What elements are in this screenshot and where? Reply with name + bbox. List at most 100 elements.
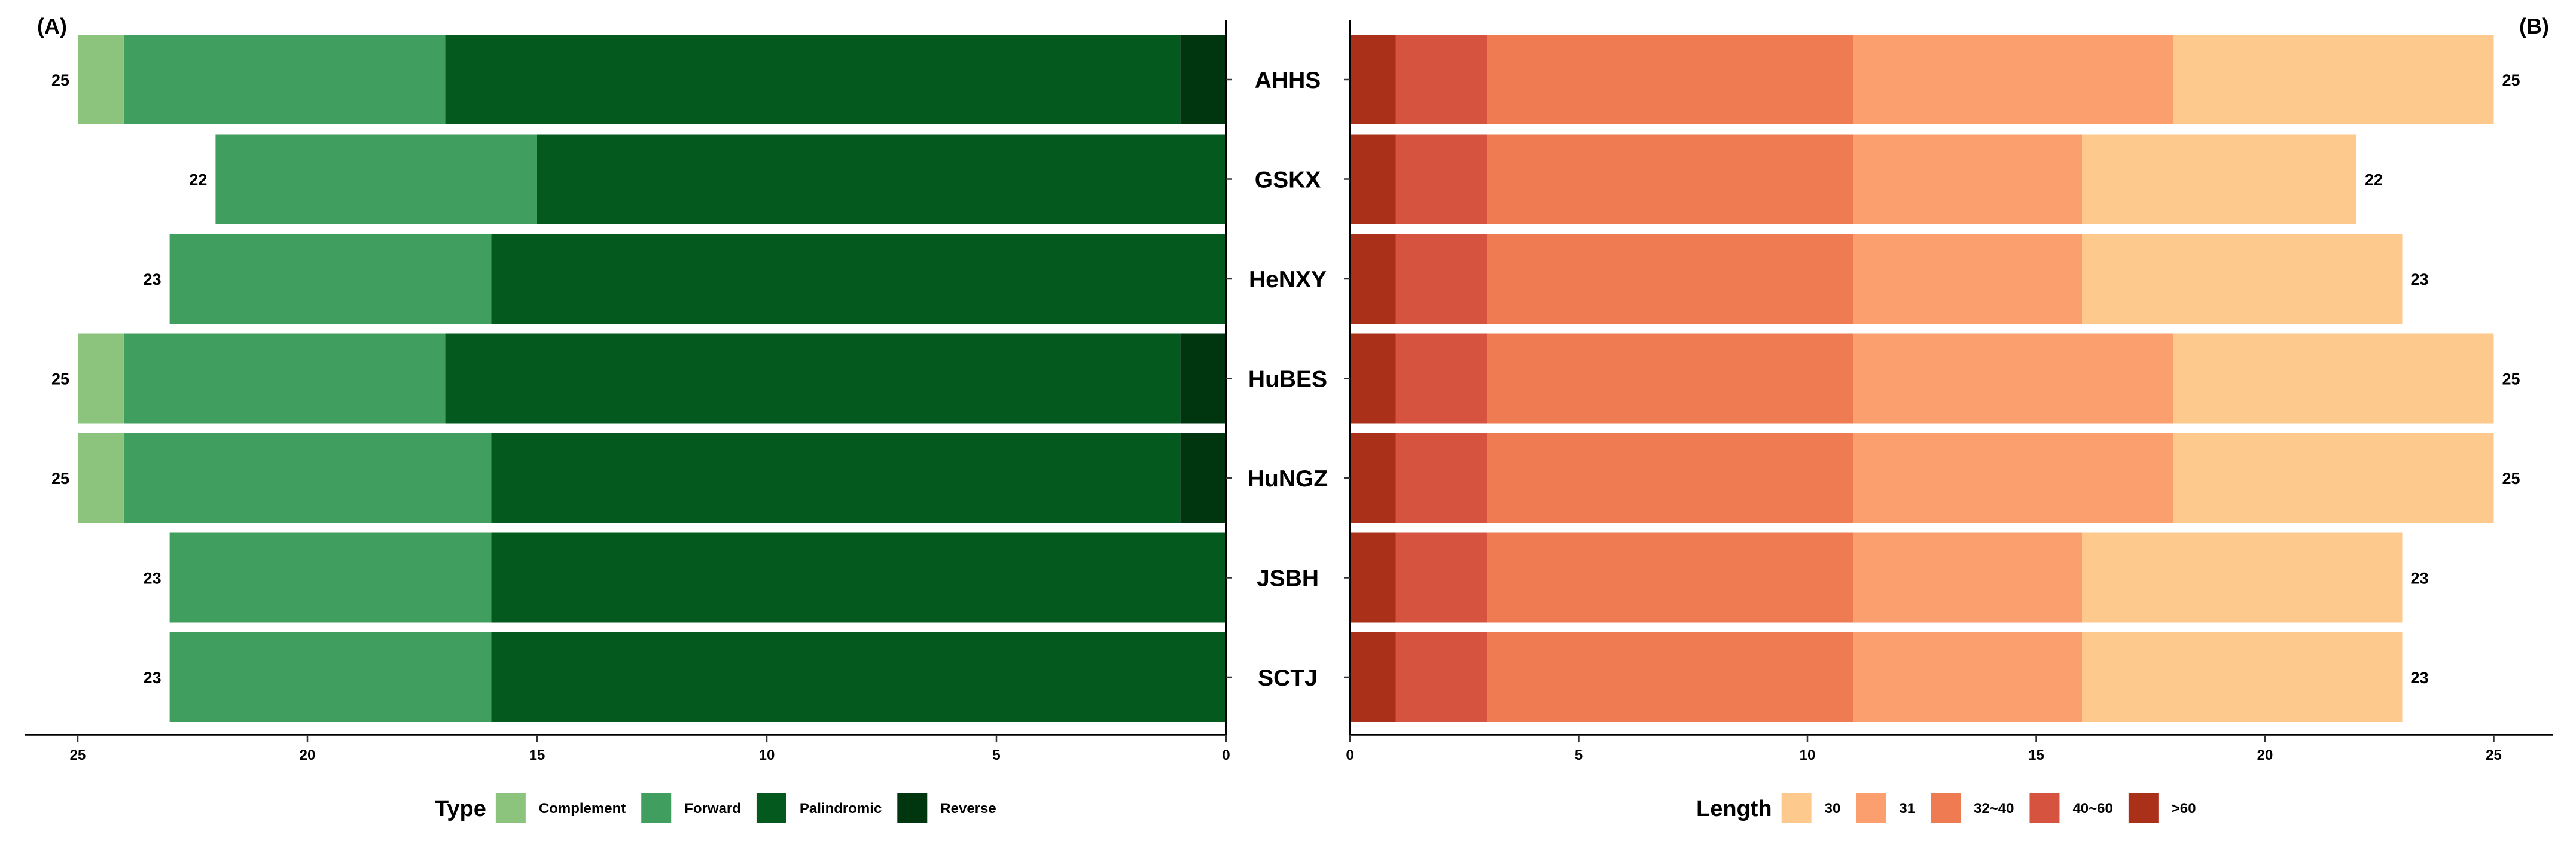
bar-a-hungz-complement xyxy=(78,433,124,523)
total-label-b-gskx: 22 xyxy=(2365,171,2383,189)
total-label-b-henxy: 23 xyxy=(2411,270,2429,288)
bar-a-jsbh-forward xyxy=(169,532,492,623)
panel-b: (B) 25 22 23 25 25 23 23 0 5 10 15 20 25 xyxy=(1346,14,2553,763)
x-tick-label-b-0: 0 xyxy=(1346,747,1353,763)
legend-swatch-b-40-60 xyxy=(2029,793,2060,823)
legend-swatch-b-32-40 xyxy=(1931,793,1961,823)
category-label-hungz: HuNGZ xyxy=(1248,466,1328,492)
legend-label-a-complement: Complement xyxy=(539,801,626,817)
bar-a-ahhs-forward xyxy=(123,35,446,124)
bar-b-sctj-60 xyxy=(1350,632,1396,722)
bar-a-gskx-forward xyxy=(215,134,537,224)
x-tick-label-b-15: 15 xyxy=(2028,747,2044,763)
bar-b-hubes-40-60 xyxy=(1395,333,1487,424)
bar-a-hungz-forward xyxy=(123,433,492,523)
legend-swatch-a-reverse xyxy=(897,793,928,823)
category-label-jsbh: JSBH xyxy=(1257,566,1319,592)
total-label-a-hubes: 25 xyxy=(51,370,69,388)
bar-b-jsbh-30 xyxy=(2082,532,2403,623)
total-label-b-jsbh: 23 xyxy=(2411,570,2429,588)
bar-a-henxy-palindromic xyxy=(491,234,1227,324)
bar-b-hubes-30 xyxy=(2173,333,2494,424)
x-tick-label-b-25: 25 xyxy=(2486,747,2502,763)
bar-a-hubes-reverse xyxy=(1180,333,1226,424)
legend-swatch-a-palindromic xyxy=(756,793,786,823)
total-label-a-jsbh: 23 xyxy=(144,570,161,588)
bar-b-ahhs-30 xyxy=(2173,35,2494,124)
bar-b-ahhs-31 xyxy=(1853,35,2173,124)
total-label-a-sctj: 23 xyxy=(144,669,161,687)
bar-a-sctj-palindromic xyxy=(491,632,1227,722)
bar-b-hubes-32-40 xyxy=(1487,333,1853,424)
total-label-a-henxy: 23 xyxy=(144,270,161,288)
bar-b-sctj-40-60 xyxy=(1395,632,1487,722)
bar-b-sctj-31 xyxy=(1853,632,2082,722)
bar-b-gskx-60 xyxy=(1350,134,1396,224)
legend-label-a-forward: Forward xyxy=(684,801,741,817)
bar-a-hubes-palindromic xyxy=(445,333,1181,424)
x-tick-label-a-15: 15 xyxy=(529,747,545,763)
category-label-hubes: HuBES xyxy=(1248,367,1327,392)
bar-b-sctj-32-40 xyxy=(1487,632,1853,722)
legend-title-a: Type xyxy=(435,796,486,821)
bar-a-hubes-complement xyxy=(78,333,124,424)
bar-b-henxy-60 xyxy=(1350,234,1396,324)
category-label-gskx: GSKX xyxy=(1255,168,1321,193)
bar-b-ahhs-60 xyxy=(1350,35,1396,124)
legend-swatch-a-forward xyxy=(641,793,672,823)
bar-a-henxy-forward xyxy=(169,234,492,324)
total-label-a-ahhs: 25 xyxy=(51,71,69,89)
legend-label-b-31: 31 xyxy=(1899,801,1915,817)
bar-a-gskx-palindromic xyxy=(537,134,1226,224)
bar-a-ahhs-reverse xyxy=(1180,35,1226,124)
total-label-a-hungz: 25 xyxy=(51,470,69,488)
bar-a-sctj-forward xyxy=(169,632,492,722)
bar-a-ahhs-complement xyxy=(78,35,124,124)
bar-b-jsbh-31 xyxy=(1853,532,2082,623)
bar-b-gskx-31 xyxy=(1853,134,2082,224)
bar-b-hubes-31 xyxy=(1853,333,2173,424)
legend-swatch-b-60 xyxy=(2128,793,2159,823)
bar-a-ahhs-palindromic xyxy=(445,35,1181,124)
bar-b-henxy-32-40 xyxy=(1487,234,1853,324)
bar-b-sctj-30 xyxy=(2082,632,2403,722)
bar-a-hubes-forward xyxy=(123,333,446,424)
bar-a-hungz-palindromic xyxy=(491,433,1181,523)
bar-b-hungz-40-60 xyxy=(1395,433,1487,523)
bar-b-hubes-60 xyxy=(1350,333,1396,424)
panel-a: (A) 25 22 23 25 25 23 23 25 20 15 10 5 0 xyxy=(25,14,1230,763)
category-label-sctj: SCTJ xyxy=(1258,665,1318,691)
legend-label-b-32-40: 32~40 xyxy=(1974,801,2014,817)
legend-label-b-30: 30 xyxy=(1825,801,1841,817)
total-label-b-ahhs: 25 xyxy=(2502,71,2520,89)
bar-b-gskx-32-40 xyxy=(1487,134,1853,224)
x-tick-label-b-5: 5 xyxy=(1575,747,1583,763)
legend-swatch-b-31 xyxy=(1856,793,1886,823)
bar-b-jsbh-60 xyxy=(1350,532,1396,623)
legend-label-b-40-60: 40~60 xyxy=(2072,801,2112,817)
legend-title-b: Length xyxy=(1696,796,1772,821)
x-tick-label-a-0: 0 xyxy=(1222,747,1230,763)
bar-a-hungz-reverse xyxy=(1180,433,1226,523)
total-label-b-hubes: 25 xyxy=(2502,370,2520,388)
bar-b-henxy-31 xyxy=(1853,234,2082,324)
bar-b-hungz-30 xyxy=(2173,433,2494,523)
legend-swatch-a-complement xyxy=(495,793,526,823)
bar-b-jsbh-32-40 xyxy=(1487,532,1853,623)
legend-label-a-palindromic: Palindromic xyxy=(800,801,882,817)
legend-label-b-60: >60 xyxy=(2172,801,2196,817)
category-label-henxy: HeNXY xyxy=(1249,267,1327,293)
legend-swatch-b-30 xyxy=(1781,793,1812,823)
bar-b-hungz-60 xyxy=(1350,433,1396,523)
bar-b-ahhs-40-60 xyxy=(1395,35,1487,124)
total-label-a-gskx: 22 xyxy=(189,171,207,189)
x-tick-label-a-20: 20 xyxy=(300,747,316,763)
x-tick-label-b-20: 20 xyxy=(2257,747,2273,763)
bar-b-henxy-30 xyxy=(2082,234,2403,324)
x-tick-label-a-5: 5 xyxy=(992,747,1000,763)
category-labels: AHHS GSKX HeNXY HuBES HuNGZ JSBH SCTJ xyxy=(1226,68,1350,691)
bar-b-hungz-31 xyxy=(1853,433,2173,523)
panel-label-b: (B) xyxy=(2519,14,2549,38)
total-label-b-sctj: 23 xyxy=(2411,669,2429,687)
